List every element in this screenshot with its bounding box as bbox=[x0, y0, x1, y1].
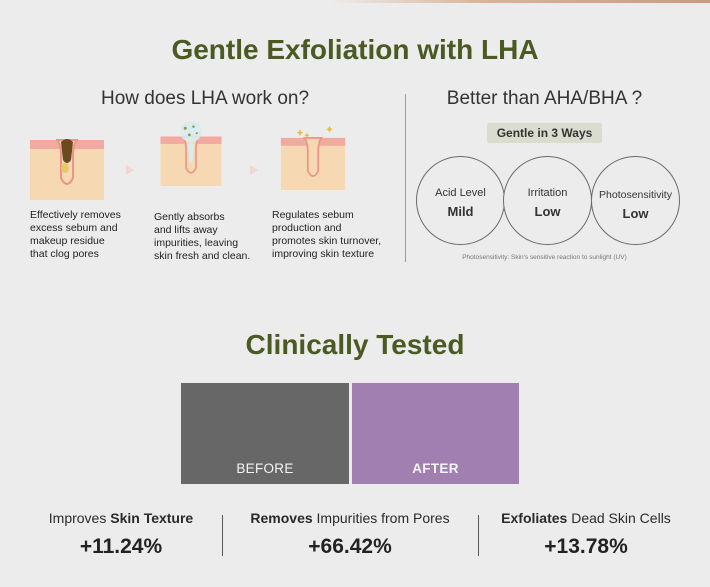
step-line: makeup residue bbox=[30, 235, 105, 247]
page-title: Gentle Exfoliation with LHA bbox=[171, 34, 539, 65]
after-label: AFTER bbox=[412, 461, 459, 476]
footnote: Photosensitivity: Skin's sensitive react… bbox=[462, 254, 627, 261]
better-heading: Better than AHA/BHA ? bbox=[446, 88, 643, 109]
section-divider bbox=[405, 94, 406, 262]
step-line: Gently absorbs bbox=[154, 211, 225, 223]
circle-label: Acid Level bbox=[435, 187, 486, 199]
stat-label-bold: Skin Texture bbox=[110, 510, 194, 526]
photosensitivity-circle: Photosensitivity Low bbox=[591, 156, 680, 245]
stat-divider bbox=[222, 515, 223, 556]
top-photo-edge bbox=[0, 0, 710, 3]
stat-value: +66.42% bbox=[308, 535, 392, 558]
gentle-badge: Gentle in 3 Ways bbox=[487, 123, 602, 143]
photo-edge-accent bbox=[330, 0, 710, 3]
step-line: excess sebum and bbox=[30, 222, 118, 234]
step-line: that clog pores bbox=[30, 248, 99, 260]
step-3-text: Regulates sebum production and promotes … bbox=[272, 209, 398, 261]
skin-pore-absorb-icon bbox=[160, 120, 222, 186]
step-1-text: Effectively removes excess sebum and mak… bbox=[30, 209, 140, 261]
stat-label: Removes Impurities from Pores bbox=[222, 510, 478, 526]
circle-value: Low bbox=[534, 204, 561, 219]
before-label: BEFORE bbox=[236, 461, 294, 476]
stat-label-post: Dead Skin Cells bbox=[567, 510, 671, 526]
stat-label: Exfoliates Dead Skin Cells bbox=[478, 510, 694, 526]
step-line: promotes skin turnover, bbox=[272, 235, 382, 247]
circle-label: Photosensitivity bbox=[599, 189, 672, 201]
clinical-title: Clinically Tested bbox=[245, 329, 465, 360]
acid-level-circle: Acid Level Mild bbox=[416, 156, 505, 245]
step-line: production and bbox=[272, 222, 342, 234]
step-line: and lifts away bbox=[154, 224, 218, 236]
stat-dead-skin: Exfoliates Dead Skin Cells +13.78% bbox=[478, 510, 694, 559]
before-panel: BEFORE bbox=[181, 383, 349, 484]
stat-label-bold: Removes bbox=[250, 510, 313, 526]
step-2-text: Gently absorbs and lifts away impurities… bbox=[154, 211, 266, 263]
step-line: Regulates sebum bbox=[272, 209, 354, 221]
step-line: impurities, leaving bbox=[154, 237, 239, 249]
step-line: skin fresh and clean. bbox=[154, 250, 251, 262]
skin-pore-renewed-icon bbox=[280, 125, 346, 190]
step-line: Effectively removes bbox=[30, 209, 121, 221]
skin-pore-clogged-icon bbox=[30, 139, 104, 200]
stat-impurities: Removes Impurities from Pores +66.42% bbox=[222, 510, 478, 559]
circle-value: Low bbox=[622, 206, 649, 221]
stat-label-bold: Exfoliates bbox=[501, 510, 568, 526]
stat-value: +11.24% bbox=[79, 535, 163, 558]
circle-label: Irritation bbox=[527, 187, 568, 199]
stat-label-post: Impurities from Pores bbox=[312, 510, 450, 526]
irritation-circle: Irritation Low bbox=[503, 156, 592, 245]
stat-skin-texture: Improves Skin Texture +11.24% bbox=[20, 510, 222, 559]
step-line: improving skin texture bbox=[272, 248, 375, 260]
circle-value: Mild bbox=[447, 204, 474, 219]
stat-label-pre: Improves bbox=[48, 510, 111, 526]
how-heading: How does LHA work on? bbox=[100, 88, 310, 109]
after-panel: AFTER bbox=[352, 383, 519, 484]
stat-divider bbox=[478, 515, 479, 556]
stat-value: +13.78% bbox=[544, 535, 628, 558]
arrow-right-icon bbox=[126, 165, 134, 175]
stat-label: Improves Skin Texture bbox=[20, 510, 222, 526]
arrow-right-icon bbox=[250, 165, 258, 175]
